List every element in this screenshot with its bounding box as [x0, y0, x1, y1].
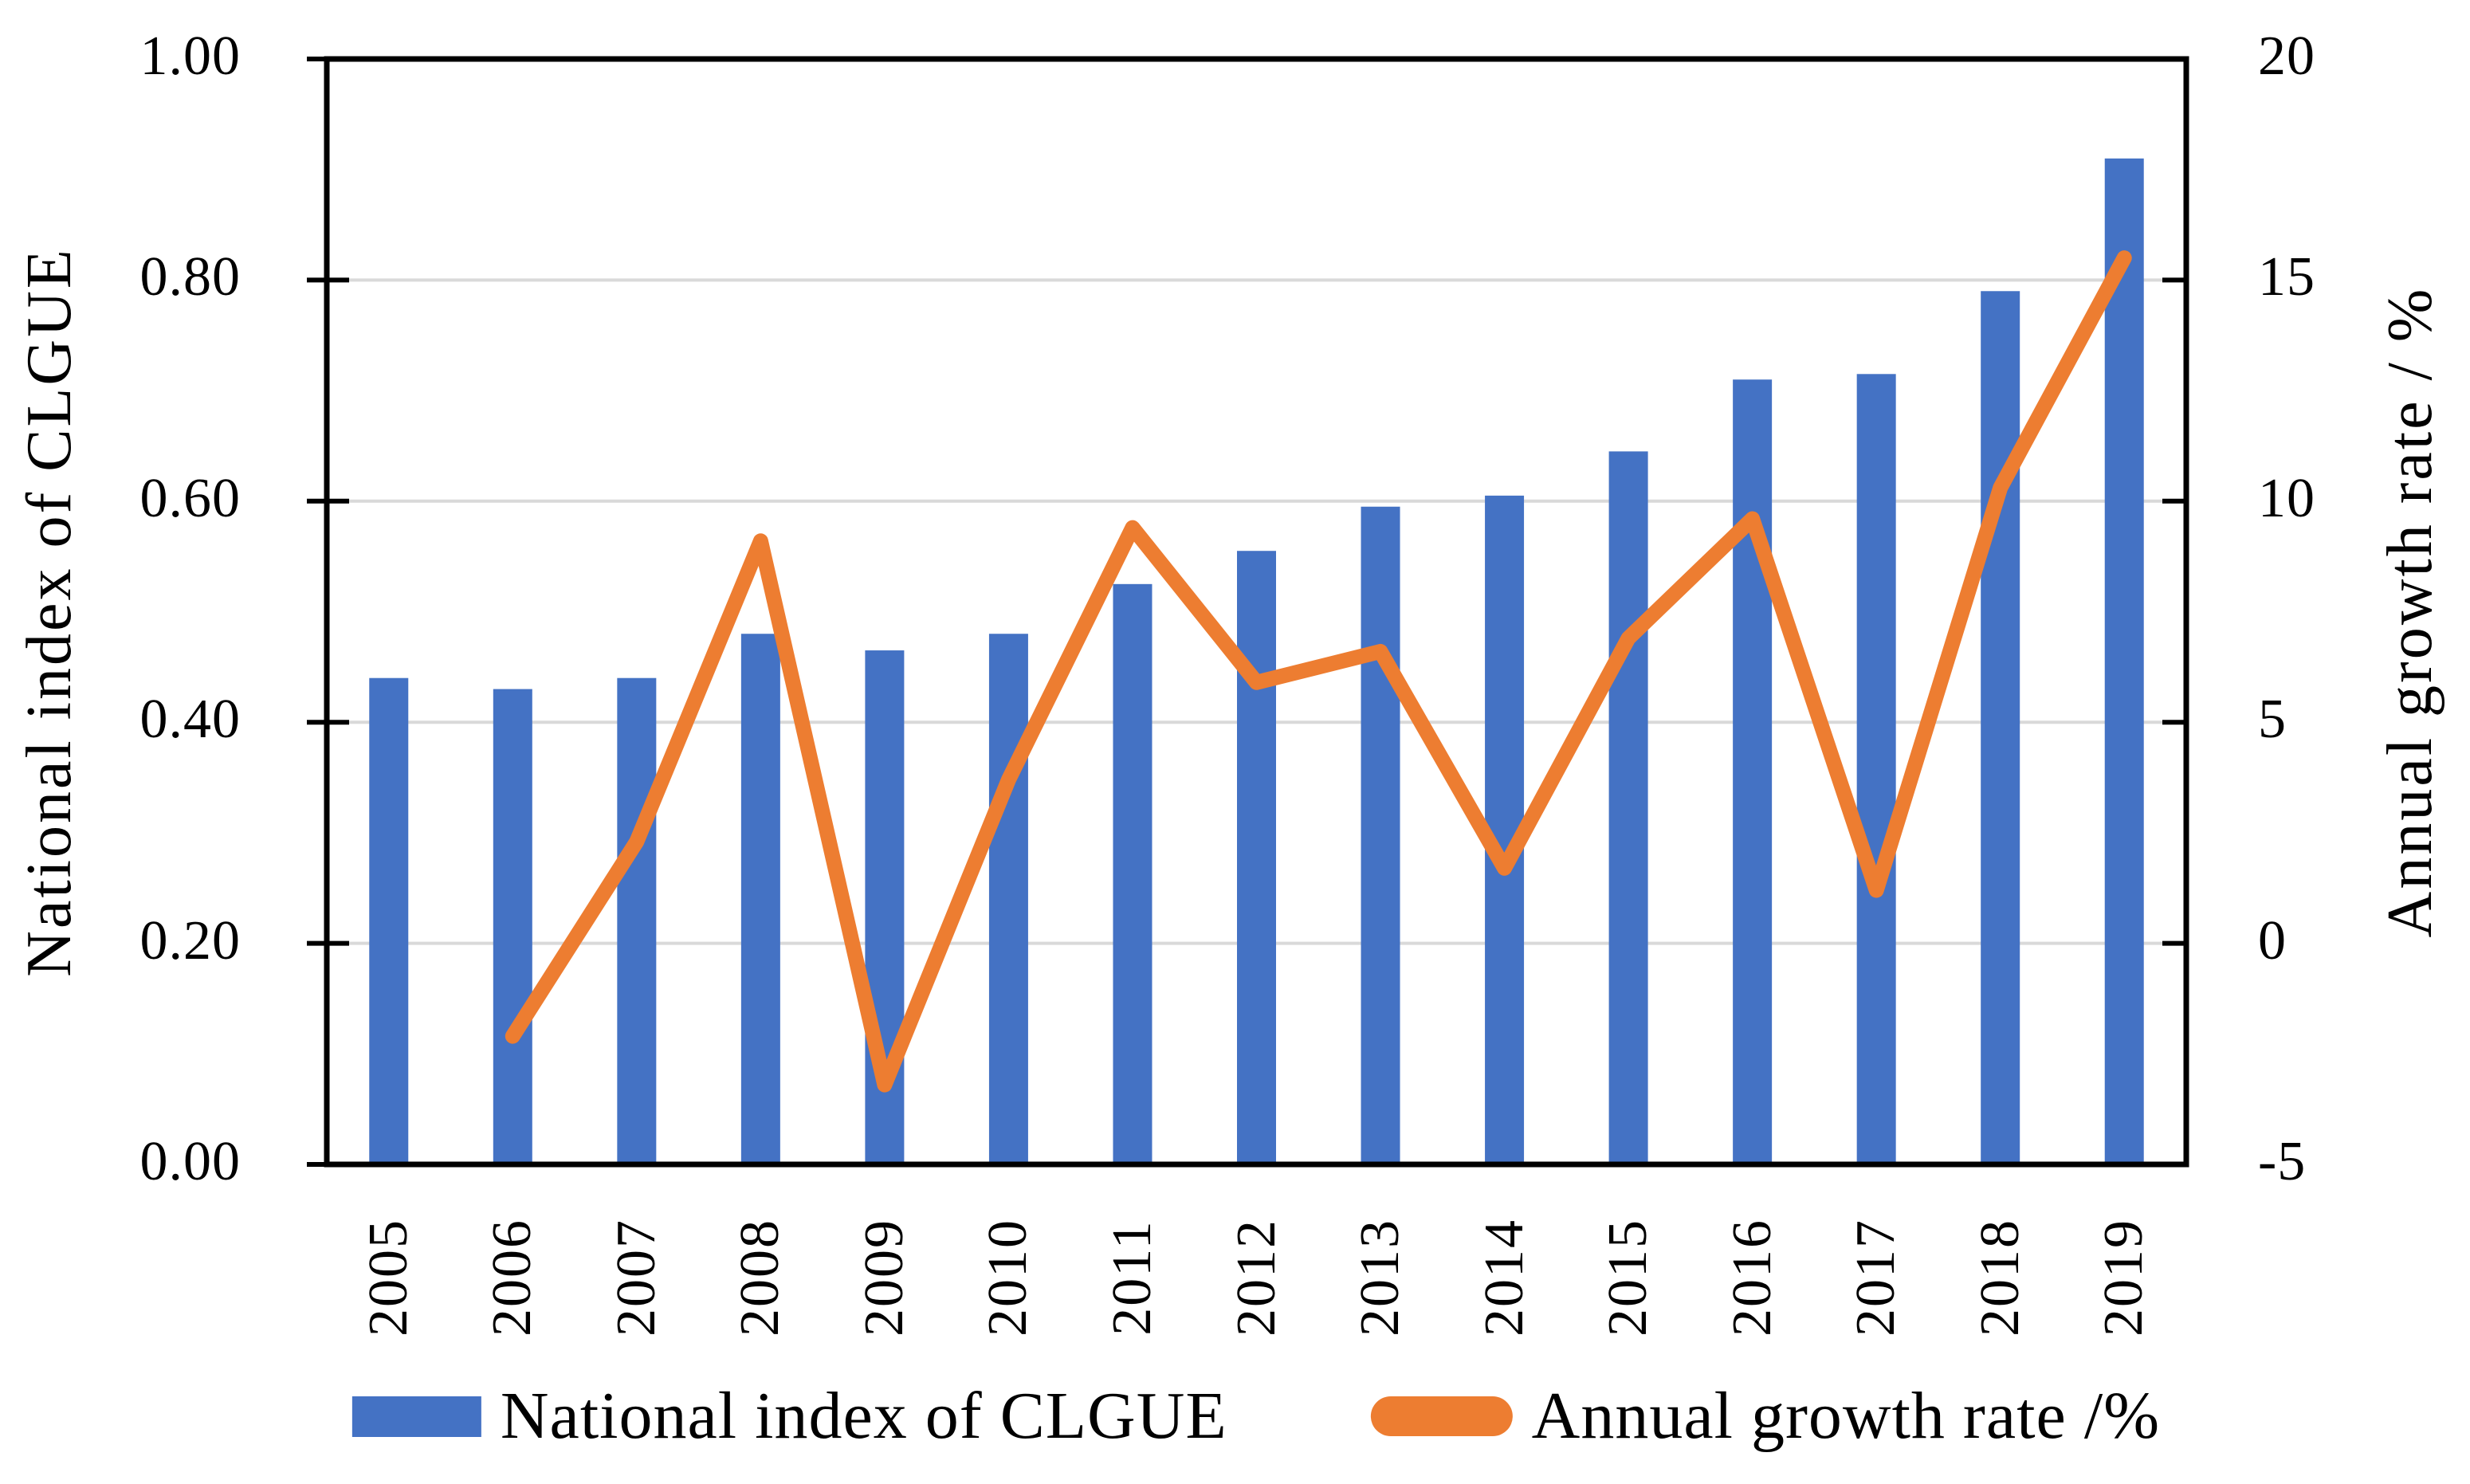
plot-frame [324, 56, 2189, 1168]
right-axis-tick-label: 15 [2258, 246, 2315, 308]
right-axis-tick-label: 10 [2258, 467, 2315, 529]
bar-2016 [1733, 379, 1773, 1165]
x-axis-tick-label-2013: 2013 [1349, 1219, 1412, 1337]
x-axis-tick-label-2019: 2019 [2093, 1219, 2155, 1337]
right-axis-tick-label: -5 [2258, 1131, 2307, 1193]
left-axis-tick-label: 0.60 [139, 467, 241, 529]
bar-2019 [2104, 158, 2144, 1165]
x-axis-tick-label-2012: 2012 [1225, 1219, 1287, 1337]
x-axis-tick-label-2009: 2009 [853, 1219, 915, 1337]
legend-item-line-series: Annual growth rate /% [1370, 1379, 2161, 1453]
x-axis-tick-label-2010: 2010 [977, 1219, 1039, 1337]
left-axis-tick-label: 0.00 [139, 1131, 241, 1193]
left-axis-tick-label: 0.20 [139, 909, 241, 972]
right-axis-tick-label: 0 [2258, 909, 2287, 972]
bar-2017 [1856, 374, 1896, 1164]
x-axis-tick-label-2017: 2017 [1845, 1219, 1907, 1337]
bar-2013 [1361, 506, 1400, 1164]
bar-2007 [617, 677, 657, 1164]
left-axis-tick-label: 1.00 [139, 26, 241, 88]
x-axis-tick-label-2005: 2005 [357, 1219, 419, 1337]
x-axis-tick-label-2016: 2016 [1721, 1219, 1783, 1337]
legend: National index of CLGUE Annual growth ra… [351, 1379, 2161, 1453]
left-axis-tick-label: 0.40 [139, 689, 241, 751]
right-axis-title: Annual growth rate / % [2375, 286, 2445, 938]
legend-label: National index of CLGUE [500, 1379, 1227, 1453]
x-axis-tick-label-2006: 2006 [481, 1219, 544, 1337]
bar-2010 [988, 634, 1028, 1164]
bar-2015 [1608, 451, 1648, 1164]
bar-2011 [1113, 583, 1153, 1164]
bar-2012 [1237, 551, 1276, 1164]
bar-series-swatch [351, 1396, 481, 1437]
x-axis-tick-label-2011: 2011 [1101, 1219, 1163, 1336]
line-series-swatch [1370, 1396, 1513, 1436]
left-axis-tick-label: 0.80 [139, 246, 241, 308]
growth-rate-line [505, 250, 2132, 1093]
bar-2005 [369, 677, 409, 1164]
right-axis-tick-label: 20 [2258, 26, 2315, 88]
x-axis-tick-label-2007: 2007 [605, 1219, 667, 1337]
legend-item-bar-series: National index of CLGUE [351, 1379, 1227, 1453]
bar-2018 [1981, 291, 2020, 1164]
bar-2006 [493, 689, 532, 1164]
x-axis-tick-label-2018: 2018 [1969, 1219, 2031, 1337]
left-axis-title: National index of CLGUE [14, 247, 84, 977]
x-axis-tick-label-2015: 2015 [1597, 1219, 1659, 1337]
legend-label: Annual growth rate /% [1531, 1379, 2161, 1453]
bar-2008 [740, 634, 780, 1164]
right-axis-tick-label: 5 [2258, 689, 2287, 751]
x-axis-tick-label-2014: 2014 [1473, 1219, 1535, 1337]
x-axis-tick-label-2008: 2008 [729, 1219, 791, 1337]
